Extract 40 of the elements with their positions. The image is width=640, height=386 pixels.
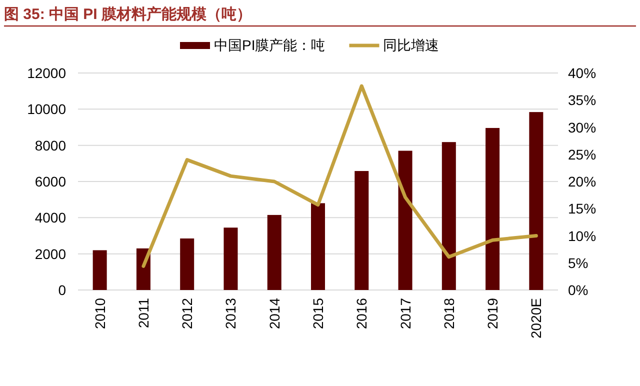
y2-tick-label: 5% xyxy=(568,254,588,271)
y2-tick-label: 0% xyxy=(568,282,588,298)
bar xyxy=(267,214,282,290)
y-tick-label: 10000 xyxy=(27,101,66,118)
x-tick-label: 2017 xyxy=(397,298,414,330)
x-tick-label: 2010 xyxy=(92,298,108,330)
x-tick-label: 2018 xyxy=(440,298,457,330)
bar xyxy=(354,171,369,290)
x-tick-label: 2013 xyxy=(222,298,239,330)
bar xyxy=(486,128,500,290)
x-tick-label: 2012 xyxy=(179,298,196,330)
y2-tick-label: 10% xyxy=(568,228,596,244)
y2-tick-label: 15% xyxy=(568,200,596,217)
x-tick-label: 2014 xyxy=(266,298,282,330)
y-tick-label: 8000 xyxy=(34,137,66,154)
x-tick-label: 2011 xyxy=(135,298,152,328)
x-tick-label: 2020E xyxy=(528,298,544,338)
y-tick-label: 2000 xyxy=(34,246,66,262)
y2-tick-label: 30% xyxy=(568,119,596,136)
y2-tick-label: 40% xyxy=(568,65,596,81)
y2-tick-label: 25% xyxy=(568,146,596,162)
y2-tick-label: 20% xyxy=(568,174,596,190)
bar xyxy=(224,228,238,290)
bar xyxy=(442,142,456,290)
bar xyxy=(398,150,412,290)
y-tick-label: 0 xyxy=(58,282,66,298)
x-tick-label: 2016 xyxy=(354,298,370,330)
y-tick-label: 6000 xyxy=(34,174,66,190)
bar xyxy=(92,250,107,290)
x-tick-label: 2015 xyxy=(310,298,326,330)
x-tick-label: 2019 xyxy=(484,298,501,330)
y-tick-label: 12000 xyxy=(27,65,66,81)
legend-label: 中国PI膜产能：吨 xyxy=(214,37,326,53)
y-tick-label: 4000 xyxy=(34,210,66,226)
legend-label: 同比增速 xyxy=(383,37,440,53)
bar xyxy=(311,203,325,290)
y2-tick-label: 35% xyxy=(568,92,596,108)
bar xyxy=(180,238,194,290)
chart-title: 图 35: 中国 PI 膜材料产能规模（吨） xyxy=(4,6,252,23)
bar xyxy=(529,112,544,290)
